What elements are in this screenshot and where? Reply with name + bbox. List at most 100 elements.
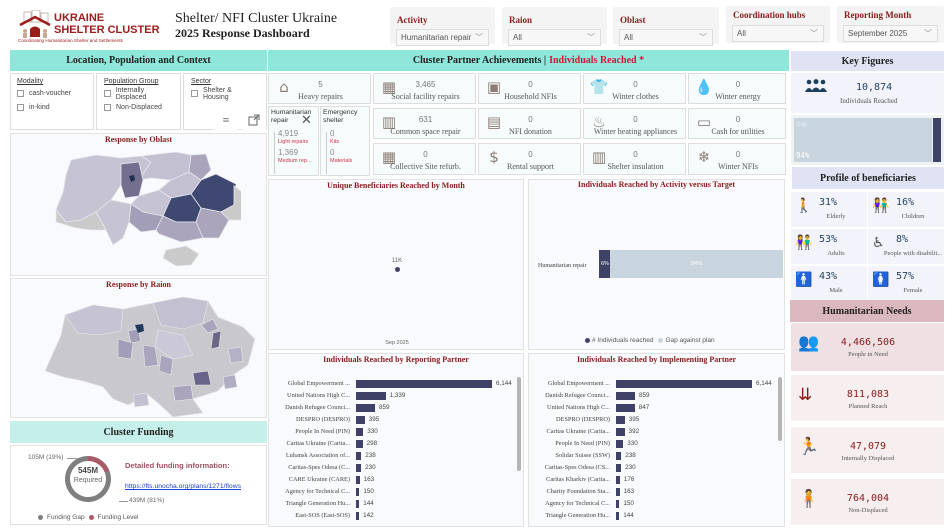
map-region: [210, 330, 222, 350]
emergency-shelter-title: Emergency shelter: [323, 109, 358, 124]
bar-category-label: Charity Foundation Sta...: [546, 488, 611, 495]
filter-hubs-select[interactable]: All ﹀: [732, 25, 824, 42]
female-icon: 🚺: [872, 272, 890, 288]
achievement-card[interactable]: ▤ 0 NFI donation: [478, 108, 581, 139]
humanitarian-repair-card[interactable]: Humanitarian repair ✕ 4,919 Light repair…: [268, 106, 319, 176]
achievement-card[interactable]: ❄ 0 Winter NFIs: [688, 143, 786, 175]
modality-in-kind[interactable]: in-kind: [17, 102, 87, 113]
bar[interactable]: [616, 392, 635, 400]
population-internally-displaced[interactable]: Internally Displaced: [104, 87, 173, 101]
filter-oblast[interactable]: Oblast All ﹀: [613, 7, 719, 46]
achievement-card[interactable]: ▥ 631 Common space repair: [373, 108, 476, 139]
month-point-label: 11K: [391, 258, 403, 264]
bar[interactable]: [616, 500, 620, 508]
bar[interactable]: [616, 488, 620, 496]
bar[interactable]: [616, 464, 622, 472]
legend-dot-level: [88, 515, 94, 520]
checkbox-icon[interactable]: [104, 90, 111, 97]
checkbox-icon[interactable]: [17, 90, 24, 97]
bar-individuals-reached[interactable]: 6%: [599, 250, 611, 278]
modality-cash-voucher[interactable]: cash-voucher: [17, 88, 87, 99]
bar[interactable]: [356, 416, 365, 424]
bar[interactable]: [356, 512, 360, 520]
achievement-card[interactable]: ▥ 0 Shelter insulation: [583, 143, 686, 175]
achievement-card[interactable]: ▦ 0 Collective Site refurb.: [373, 143, 476, 175]
map-raion[interactable]: [43, 295, 258, 417]
filter-activity-select[interactable]: Humanitarian repair ﹀: [396, 29, 489, 46]
bar-reached-label: 6%: [601, 261, 609, 267]
bar[interactable]: [356, 440, 363, 448]
population-non-displaced[interactable]: Non-Displaced: [104, 102, 173, 113]
achievement-card[interactable]: ♨ 0 Winter heating appliances: [583, 108, 686, 139]
map-oblast[interactable]: [51, 150, 241, 270]
bar-gap-against-plan[interactable]: 94%: [610, 250, 783, 278]
filter-visual-button[interactable]: ≡: [214, 110, 238, 132]
filter-raion-select[interactable]: All ﹀: [508, 29, 601, 46]
bar[interactable]: [356, 452, 362, 460]
focus-mode-button[interactable]: [242, 110, 266, 132]
checkbox-icon[interactable]: [17, 104, 24, 111]
bar-category-label: United Nations High C...: [287, 392, 350, 399]
achievement-value: 0: [528, 150, 533, 159]
achievement-value: 0: [633, 80, 638, 89]
bar[interactable]: [616, 416, 625, 424]
bar[interactable]: [616, 404, 635, 412]
gap-label: Gap: [796, 122, 808, 128]
planned-reach-icon: ⇊: [798, 385, 813, 405]
profile-label: Children: [901, 213, 925, 220]
bar[interactable]: [356, 476, 360, 484]
bar[interactable]: [356, 428, 364, 436]
bar[interactable]: [356, 464, 362, 472]
achievement-card[interactable]: $0 Rental support: [478, 143, 581, 175]
bar[interactable]: [616, 476, 620, 484]
reporting-scrollbar[interactable]: [517, 377, 521, 471]
bar-value-label: 330: [367, 428, 378, 435]
humanitarian-repair-title: Humanitarian repair: [271, 109, 312, 124]
bar[interactable]: [616, 452, 622, 460]
bar[interactable]: [356, 380, 492, 388]
bar-value-label: 144: [363, 500, 374, 507]
achievement-card[interactable]: ▣ 0 Household NFIs: [478, 73, 581, 104]
funding-link[interactable]: https://fts.unocha.org/plans/1271/flows: [125, 483, 241, 490]
title-line1: Shelter/ NFI Cluster Ukraine: [175, 11, 338, 26]
section-profile-header: Profile of beneficiaries: [792, 167, 944, 189]
month-data-point[interactable]: [395, 267, 400, 272]
emergency-shelter-card[interactable]: Emergency shelter 0 Kits 0 Materials: [320, 106, 370, 176]
achievement-card[interactable]: 👕 0 Winter clothes: [583, 73, 686, 104]
implementing-scrollbar[interactable]: [778, 377, 782, 441]
map-region: [55, 208, 107, 231]
bar-value-label: 392: [628, 428, 640, 435]
bar[interactable]: [356, 488, 360, 496]
legend-dot-gap: [658, 338, 664, 343]
checkbox-icon[interactable]: [104, 104, 111, 111]
bar[interactable]: [616, 440, 624, 448]
shelter-divider: [326, 132, 327, 174]
filter-activity[interactable]: Activity Humanitarian repair ﹀: [390, 7, 495, 46]
achievement-card[interactable]: 💧 0 Winter energy: [688, 73, 786, 104]
logo-line2: SHELTER CLUSTER: [54, 24, 160, 36]
checkbox-icon[interactable]: [191, 90, 198, 97]
filter-reporting-month[interactable]: Reporting Month September 2025 ﹀: [837, 6, 944, 43]
bar[interactable]: [356, 392, 386, 400]
bar[interactable]: [356, 500, 360, 508]
bar[interactable]: [356, 404, 375, 412]
achievement-card[interactable]: ▭ 0 Cash for utilities: [688, 108, 786, 139]
modality-option-label: in-kind: [29, 104, 50, 111]
funding-total-label: Required: [73, 477, 103, 484]
filter-month-select[interactable]: September 2025 ﹀: [843, 25, 938, 42]
filter-raion[interactable]: Raion All ﹀: [502, 7, 607, 46]
bar[interactable]: [616, 380, 752, 388]
bar[interactable]: [616, 428, 625, 436]
achievement-card[interactable]: ⌂ 5 Heavy repairs: [268, 73, 371, 104]
funding-gap-leader: [119, 501, 128, 502]
profile-tile: 🚶 31% Elderly: [791, 192, 867, 227]
sector-shelter-housing[interactable]: Shelter & Housing: [191, 87, 259, 101]
filter-oblast-select[interactable]: All ﹀: [619, 29, 713, 46]
bar[interactable]: [616, 512, 620, 520]
achievement-card[interactable]: ▦ 3,465 Social facility repairs: [373, 73, 476, 104]
profile-value: 53%: [819, 234, 838, 245]
bar-value-label: 847: [638, 404, 650, 411]
section-funding-header: Cluster Funding: [10, 421, 267, 443]
filter-coordination-hubs[interactable]: Coordination hubs All ﹀: [726, 6, 830, 43]
donut-slice-funding-level[interactable]: [88, 456, 110, 473]
